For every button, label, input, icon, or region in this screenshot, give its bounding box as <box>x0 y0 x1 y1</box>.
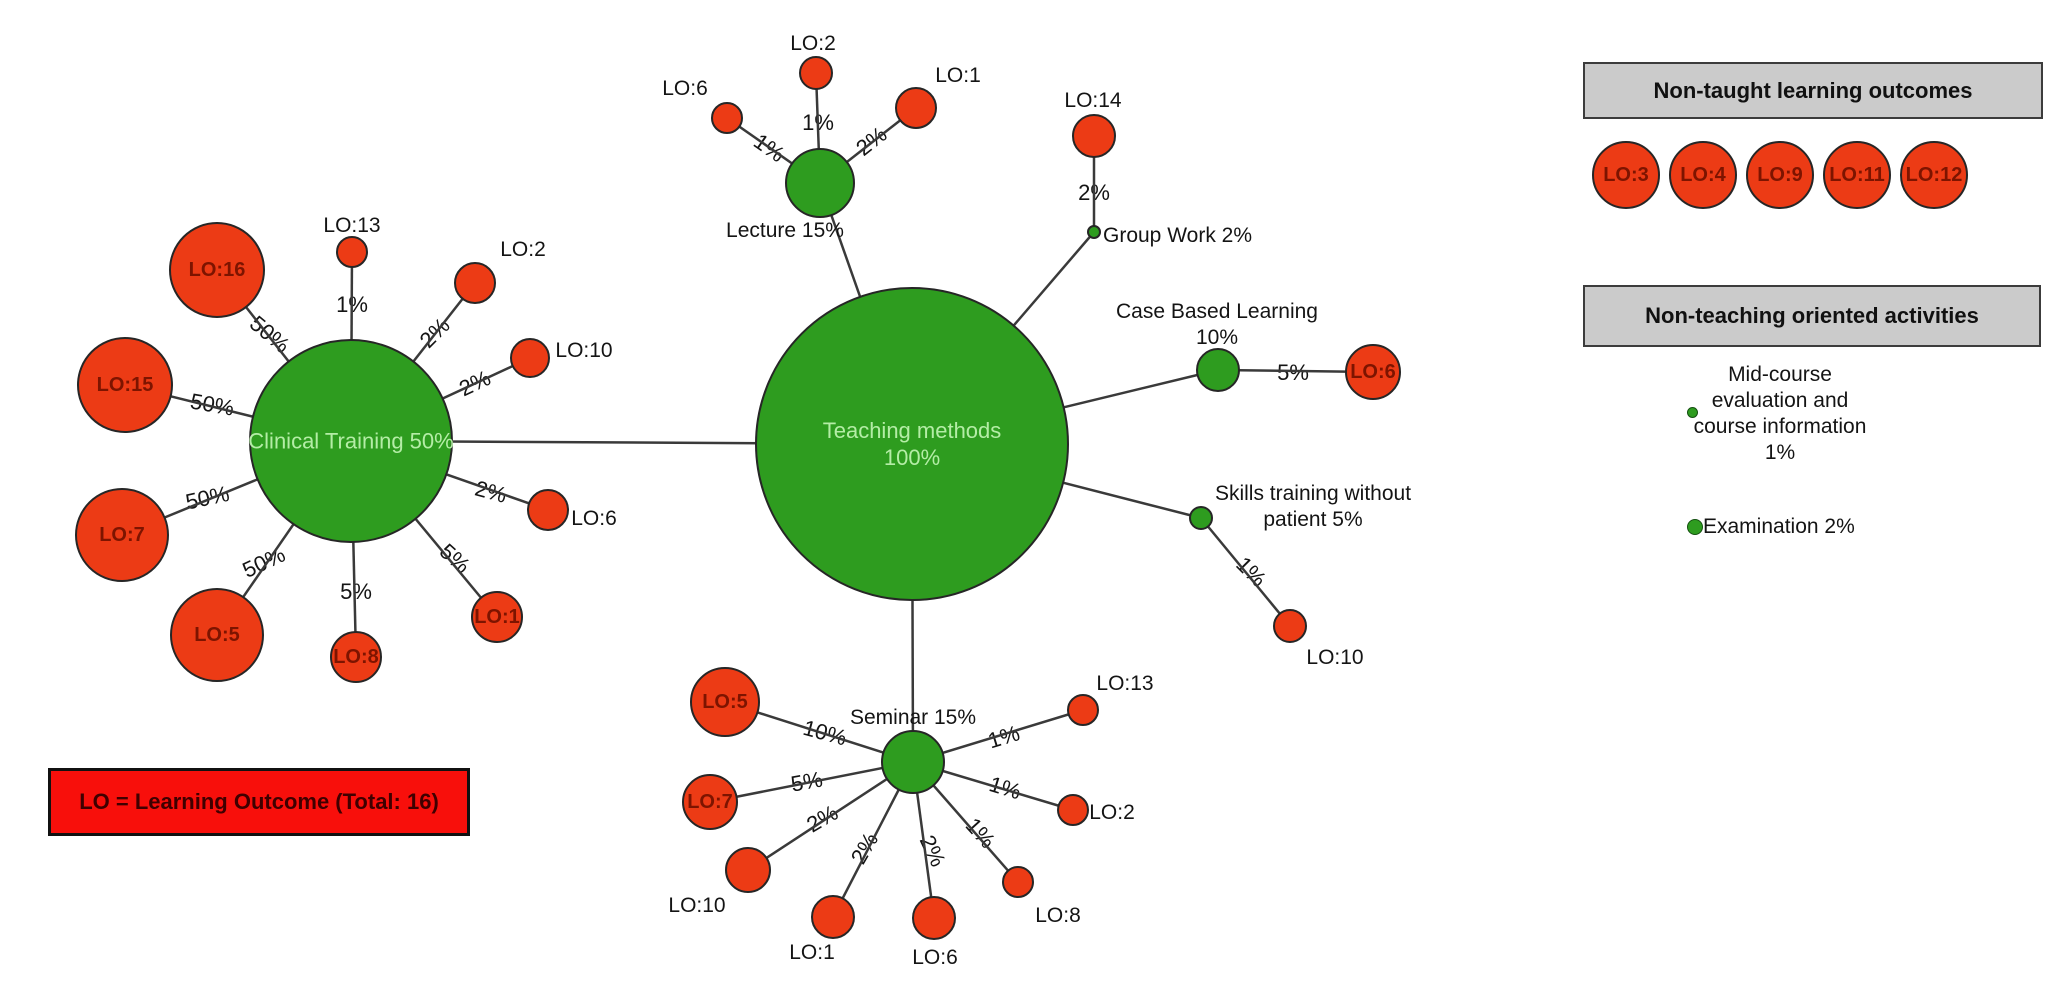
non-taught-outcome: LO:11 <box>1823 141 1891 209</box>
node-cl_lo13 <box>336 236 368 268</box>
edge-weight-label: 1% <box>985 720 1023 753</box>
node-label-skills: Skills training without patient 5% <box>1215 482 1411 531</box>
node-groupwork <box>1087 225 1101 239</box>
non-teaching-header: Non-teaching oriented activities <box>1583 285 2041 347</box>
edge-weight-label: 5% <box>435 538 475 578</box>
examination-activity-label: Examination 2% <box>1703 515 1855 538</box>
edge-weight-label: 1% <box>961 813 1001 853</box>
node-cl_lo16 <box>169 222 265 318</box>
edge-weight-label: 5% <box>1277 360 1309 385</box>
node-label-sem_lo8: LO:8 <box>1035 904 1081 927</box>
edge-weight-label: 2% <box>472 476 509 508</box>
node-sem_lo13 <box>1067 694 1099 726</box>
node-label-cl_lo16: LO:16 <box>189 259 246 281</box>
node-sem_lo6 <box>912 896 956 940</box>
node-label-cl_lo10: LO:10 <box>555 339 612 362</box>
node-sem_lo1 <box>811 895 855 939</box>
node-label-gw_lo14: LO:14 <box>1064 89 1122 112</box>
edge-seminar-sem_lo10 <box>747 760 914 872</box>
node-cl_lo10 <box>510 338 550 378</box>
non-taught-outcome: LO:3 <box>1592 141 1660 209</box>
node-label-cl_lo5: LO:5 <box>194 624 240 646</box>
node-sk_lo10 <box>1273 609 1307 643</box>
node-label-cl_lo15: LO:15 <box>97 374 154 396</box>
non-taught-outcomes-row: LO:3 LO:4 LO:9 LO:11 LO:12 <box>1592 141 1968 209</box>
node-cl_lo7 <box>75 488 169 582</box>
node-gw_lo14 <box>1072 114 1116 158</box>
node-label-lec_lo2: LO:2 <box>790 32 836 55</box>
node-label-cbl_lo6: LO:6 <box>1350 361 1396 383</box>
node-cl_lo2 <box>454 262 496 304</box>
node-teaching <box>755 287 1069 601</box>
node-sem_lo10 <box>725 847 771 893</box>
node-label-sem_lo7: LO:7 <box>687 791 733 813</box>
node-label-groupwork: Group Work 2% <box>1103 224 1252 247</box>
node-label-cl_lo1: LO:1 <box>474 606 520 628</box>
node-label-cl_lo2: LO:2 <box>500 238 546 261</box>
node-lecture <box>785 148 855 218</box>
node-label-clinical: Clinical Training 50% <box>248 429 453 454</box>
non-taught-outcome: LO:9 <box>1746 141 1814 209</box>
node-lec_lo6 <box>711 102 743 134</box>
node-lec_lo1 <box>895 87 937 129</box>
edge-weight-label: 5% <box>340 579 372 604</box>
node-lec_lo2 <box>799 56 833 90</box>
node-label-lec_lo6: LO:6 <box>662 77 708 100</box>
edge-weight-label: 50% <box>239 542 289 583</box>
edge-weight-label: 50% <box>188 388 236 420</box>
node-label-cl_lo8: LO:8 <box>333 646 379 668</box>
node-label-cl_lo7: LO:7 <box>99 524 145 546</box>
node-cl_lo6 <box>527 489 569 531</box>
node-label-teaching: Teaching methods 100% <box>823 418 1002 470</box>
mid-course-activity-label: Mid-course evaluation and course informa… <box>1693 363 1867 464</box>
examination-dot <box>1687 519 1703 535</box>
node-cl_lo8 <box>330 631 382 683</box>
node-label-sem_lo13: LO:13 <box>1096 672 1153 695</box>
node-label-seminar: Seminar 15% <box>850 706 976 729</box>
node-label-sk_lo10: LO:10 <box>1306 646 1363 669</box>
edge-weight-label: 50% <box>183 481 231 515</box>
non-taught-outcome: LO:12 <box>1900 141 1968 209</box>
node-cl_lo1 <box>471 591 523 643</box>
edge-seminar-sem_lo7 <box>709 760 914 804</box>
node-label-cl_lo13: LO:13 <box>323 214 380 237</box>
node-label-lecture: Lecture 15% <box>726 219 844 242</box>
edge-weight-label: 50% <box>245 311 295 358</box>
node-cbl <box>1196 348 1240 392</box>
node-sem_lo2 <box>1057 794 1089 826</box>
node-sem_lo8 <box>1002 866 1034 898</box>
node-label-sem_lo6: LO:6 <box>912 946 958 969</box>
edge-skills-sk_lo10 <box>1200 517 1291 627</box>
node-label-cbl: Case Based Learning 10% <box>1116 300 1318 349</box>
edge-weight-label: 1% <box>986 771 1024 804</box>
node-label-sem_lo2: LO:2 <box>1089 801 1135 824</box>
node-label-cl_lo6: LO:6 <box>571 507 617 530</box>
node-sem_lo7 <box>682 774 738 830</box>
node-label-sem_lo5: LO:5 <box>702 691 748 713</box>
non-taught-header: Non-taught learning outcomes <box>1583 62 2043 119</box>
node-skills <box>1189 506 1213 530</box>
node-clinical <box>249 339 453 543</box>
node-seminar <box>881 730 945 794</box>
edge-weight-label: 1% <box>1231 552 1271 592</box>
node-label-lec_lo1: LO:1 <box>935 64 981 87</box>
mid-course-dot <box>1687 407 1698 418</box>
edge-weight-label: 2% <box>915 831 951 870</box>
node-cl_lo15 <box>77 337 173 433</box>
lo-legend-box: LO = Learning Outcome (Total: 16) <box>48 768 470 836</box>
non-taught-outcome: LO:4 <box>1669 141 1737 209</box>
node-label-sem_lo10: LO:10 <box>668 894 725 917</box>
edge-weight-label: 2% <box>846 828 884 868</box>
node-cl_lo5 <box>170 588 264 682</box>
node-label-sem_lo1: LO:1 <box>789 941 835 964</box>
node-cbl_lo6 <box>1345 344 1401 400</box>
node-sem_lo5 <box>690 667 760 737</box>
